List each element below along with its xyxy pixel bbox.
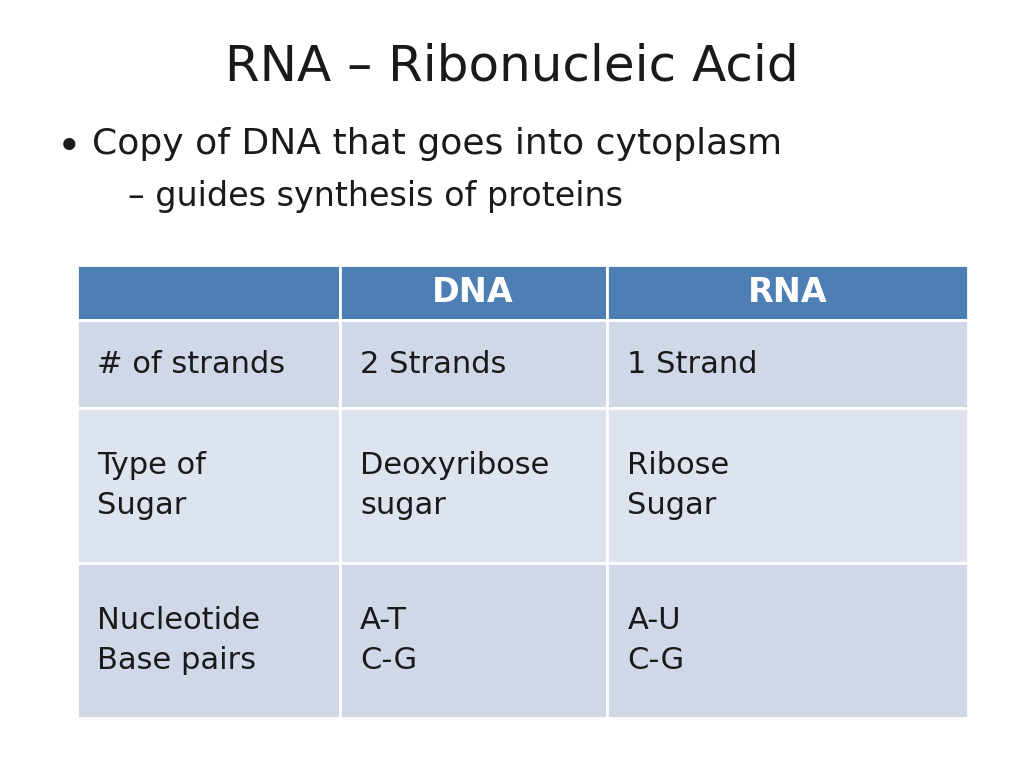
Text: DNA: DNA: [432, 276, 514, 309]
Text: RNA: RNA: [748, 276, 827, 309]
FancyBboxPatch shape: [607, 320, 968, 408]
FancyBboxPatch shape: [340, 563, 607, 718]
Text: 2 Strands: 2 Strands: [360, 349, 507, 379]
Text: Copy of DNA that goes into cytoplasm: Copy of DNA that goes into cytoplasm: [92, 127, 782, 161]
Text: # of strands: # of strands: [97, 349, 286, 379]
FancyBboxPatch shape: [77, 563, 340, 718]
Text: A-T
C-G: A-T C-G: [360, 606, 417, 675]
Text: Nucleotide
Base pairs: Nucleotide Base pairs: [97, 606, 260, 675]
FancyBboxPatch shape: [340, 408, 607, 563]
Text: Deoxyribose
sugar: Deoxyribose sugar: [360, 451, 550, 520]
FancyBboxPatch shape: [340, 265, 607, 320]
FancyBboxPatch shape: [77, 408, 340, 563]
Text: Type of
Sugar: Type of Sugar: [97, 451, 206, 520]
Text: A-U
C-G: A-U C-G: [628, 606, 684, 675]
FancyBboxPatch shape: [77, 265, 340, 320]
FancyBboxPatch shape: [340, 320, 607, 408]
Text: •: •: [56, 127, 81, 169]
Text: 1 Strand: 1 Strand: [628, 349, 758, 379]
Text: – guides synthesis of proteins: – guides synthesis of proteins: [128, 180, 623, 214]
FancyBboxPatch shape: [607, 265, 968, 320]
FancyBboxPatch shape: [607, 563, 968, 718]
FancyBboxPatch shape: [77, 320, 340, 408]
FancyBboxPatch shape: [607, 408, 968, 563]
Text: RNA – Ribonucleic Acid: RNA – Ribonucleic Acid: [225, 42, 799, 90]
Text: Ribose
Sugar: Ribose Sugar: [628, 451, 730, 520]
